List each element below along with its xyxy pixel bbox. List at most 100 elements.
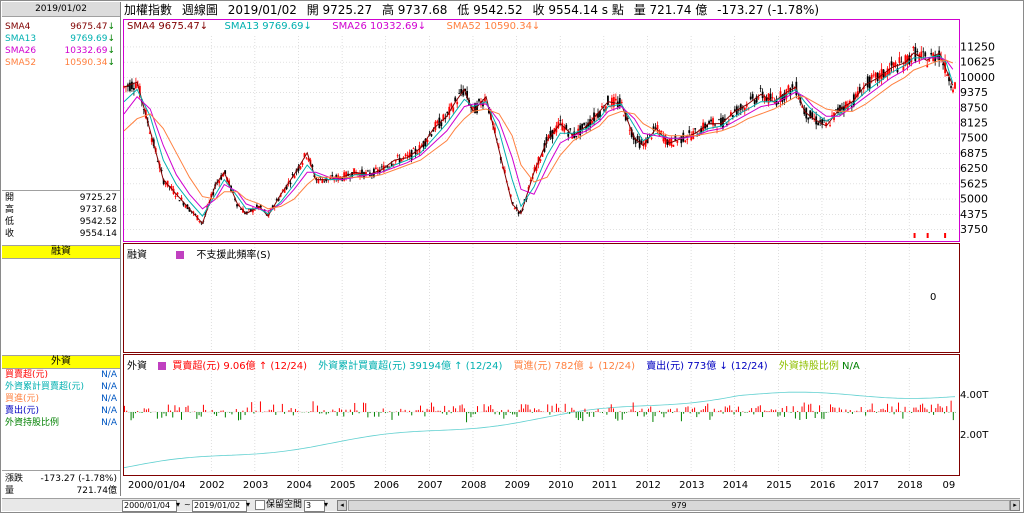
- candle-body: [821, 119, 824, 125]
- candle-body: [739, 104, 742, 110]
- price-legend: SMA4 9675.47↓ SMA13 9769.69↓ SMA26 10332…: [127, 21, 540, 32]
- net-sell-bar: [498, 412, 500, 415]
- net-sell-bar: [325, 412, 327, 415]
- net-sell-bar: [847, 412, 849, 414]
- net-sell-bar: [615, 412, 617, 419]
- candle-body: [706, 124, 708, 128]
- candle-body: [394, 159, 397, 162]
- candle-body: [283, 188, 286, 193]
- candle-body: [277, 198, 280, 201]
- net-sell-bar: [292, 412, 294, 416]
- candle-body: [565, 124, 568, 130]
- price-chart-frame[interactable]: [123, 19, 960, 242]
- net-sell-bar: [181, 412, 183, 420]
- sma13-value: 9769.69↓: [70, 34, 115, 44]
- net-sell-bar: [683, 412, 685, 414]
- net-buy-bar: [687, 406, 689, 412]
- net-buy-bar: [908, 411, 910, 412]
- keep-space-input[interactable]: 3: [304, 500, 325, 512]
- legend-cumulative-date: ↑ (12/24): [454, 361, 503, 372]
- keep-space-checkbox[interactable]: [255, 500, 265, 510]
- net-buy-bar: [211, 409, 213, 412]
- x-tick-label: 2005: [330, 480, 356, 491]
- candle-body: [733, 109, 736, 112]
- candle-body: [519, 210, 522, 212]
- net-buy-bar: [455, 408, 457, 412]
- scroll-left-button[interactable]: ◂: [337, 500, 347, 511]
- keep-space-label: 保留空間: [266, 500, 303, 510]
- net-buy-bar: [365, 403, 367, 412]
- list-icon[interactable]: [158, 362, 167, 370]
- net-buy-bar: [713, 408, 715, 412]
- margin-panel-frame[interactable]: [123, 243, 960, 353]
- end-date-field[interactable]: 2019/01/02: [192, 500, 247, 512]
- candle-body: [297, 166, 300, 171]
- header-high: 高 9737.68: [381, 3, 448, 17]
- foreign-title: 外資: [2, 355, 120, 369]
- net-buy-bar: [242, 410, 244, 412]
- net-sell-bar: [327, 412, 329, 414]
- candle-body: [591, 121, 593, 125]
- candle-body: [819, 120, 822, 122]
- candle-body: [618, 98, 621, 107]
- net-buy-bar: [880, 409, 882, 412]
- net-sell-bar: [150, 412, 152, 413]
- candle-body: [353, 168, 355, 175]
- price-tick-label: 10625: [960, 56, 995, 69]
- candle-body: [545, 137, 548, 144]
- candle-body: [293, 175, 296, 179]
- candle-body: [474, 103, 476, 114]
- candle-body: [240, 208, 242, 210]
- foreign-panel-frame[interactable]: [123, 354, 960, 476]
- price-tick-label: 7500: [960, 132, 988, 145]
- header-close: 收 9554.14 s 點: [532, 3, 624, 17]
- net-sell-bar: [369, 412, 371, 414]
- net-sell-bar: [744, 412, 746, 413]
- net-sell-bar: [805, 412, 807, 419]
- scrollbar-track[interactable]: 979: [348, 500, 1010, 511]
- candle-body: [872, 74, 875, 76]
- net-sell-bar: [672, 412, 674, 414]
- header-volume: 量 721.74 億: [633, 3, 708, 17]
- net-buy-bar: [525, 404, 527, 412]
- foreign-panel-legend: 外資 買賣超(元) 9.06億 ↑ (12/24) 外資累計買賣超(元) 391…: [127, 357, 860, 372]
- candle-body: [880, 68, 883, 81]
- scroll-right-button[interactable]: ▸: [1010, 500, 1020, 511]
- candle-body: [620, 102, 623, 103]
- net-buy-bar: [764, 410, 766, 412]
- candle-body: [382, 165, 385, 173]
- sma-line-sma52: [123, 59, 953, 210]
- candle-body: [876, 72, 879, 82]
- net-buy-bar: [281, 403, 283, 412]
- net-sell-bar: [216, 412, 218, 416]
- candle-body: [307, 158, 310, 161]
- candle-body: [371, 174, 373, 176]
- net-buy-bar: [220, 410, 222, 412]
- candle-body: [174, 195, 177, 197]
- candle-body: [823, 120, 826, 121]
- net-buy-bar: [126, 410, 128, 412]
- net-buy-bar: [705, 406, 707, 412]
- x-tick-label: 2003: [242, 480, 269, 491]
- start-date-dropdown-icon[interactable]: ▾: [176, 500, 181, 509]
- net-sell-bar: [652, 412, 654, 422]
- net-buy-bar: [595, 411, 597, 412]
- candle-body: [456, 102, 459, 105]
- candle-body: [587, 122, 589, 128]
- net-buy-bar: [362, 402, 364, 412]
- net-buy-bar: [529, 409, 531, 412]
- candle-body: [894, 62, 897, 67]
- start-date-field[interactable]: 2000/01/04: [122, 500, 177, 512]
- candle-body: [236, 204, 238, 207]
- sma13-label: SMA13: [5, 34, 37, 44]
- end-date-dropdown-icon[interactable]: ▾: [246, 500, 251, 509]
- keep-space-dropdown-icon[interactable]: ▾: [324, 500, 329, 509]
- net-buy-bar: [748, 410, 750, 412]
- x-tick-label: 2009: [504, 480, 531, 491]
- net-buy-bar: [354, 402, 356, 412]
- net-buy-bar: [882, 408, 884, 412]
- net-buy-bar: [349, 409, 351, 412]
- list-icon[interactable]: [176, 251, 185, 259]
- candle-body: [605, 106, 607, 111]
